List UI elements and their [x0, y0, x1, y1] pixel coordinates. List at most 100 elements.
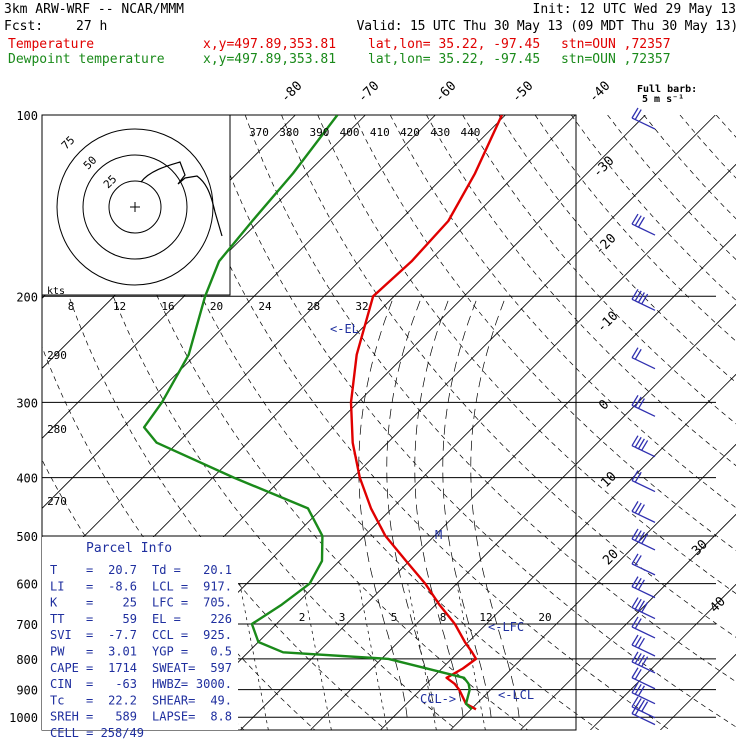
pressure-tick-label: 600 [16, 578, 38, 592]
parcel-key: EL = [152, 612, 181, 626]
parcel-key: LAPSE= [152, 710, 195, 724]
parcel-key: SWEAT= [152, 661, 195, 675]
dry-adiabat [63, 115, 458, 730]
parcel-key: Td = [152, 563, 181, 577]
temperature-tick-label: -70 [355, 79, 382, 106]
wind-barb [631, 682, 656, 705]
theta-label: 430 [430, 126, 450, 139]
wind-barb [631, 528, 656, 551]
mixing-ratio-line [302, 583, 332, 730]
parcel-equals: = [86, 596, 93, 610]
parcel-key: SVI [50, 628, 72, 642]
parcel-value: 3.01 [108, 645, 137, 659]
wind-barb [631, 597, 656, 620]
wind-barb [631, 213, 656, 236]
moist-adiabat [358, 296, 408, 718]
isotherm-line [42, 115, 506, 579]
mixing-ratio-label: 20 [538, 611, 551, 624]
parcel-equals: = [86, 612, 93, 626]
valid-time: Valid: 15 UTC Thu 30 May 13 (09 MDT Thu … [356, 19, 739, 34]
wind-barb [631, 576, 656, 599]
mixing-ratio-line [407, 583, 437, 730]
wind-barb [631, 470, 656, 493]
hodograph-frame [41, 114, 231, 296]
wind-barb [631, 703, 656, 726]
parcel-info-box: Parcel Info T = 20.7 Td = 20.1 LI = -8.6 LCL = 91… [42, 537, 238, 740]
theta-label: 390 [309, 126, 329, 139]
temperature-tick-label: -40 [586, 79, 613, 106]
dewpoint-station: stn=OUN ,72357 [561, 52, 671, 67]
dry-adiabat [607, 115, 736, 260]
parcel-value: 49. [210, 693, 232, 707]
pressure-tick-label: 200 [16, 290, 38, 304]
dry-adiabat [208, 115, 736, 728]
temperature-tick-label: 0 [596, 397, 612, 413]
wind-barb [631, 634, 656, 657]
wind-barb [631, 501, 656, 523]
forecast-hours: 27 h [76, 19, 108, 34]
dry-adiabat [99, 115, 529, 730]
pressure-tick-label: 100 [16, 109, 38, 123]
theta-label: 280 [47, 423, 67, 436]
parcel-value: 705. [203, 596, 232, 610]
hodograph-trace [140, 161, 223, 237]
temperature-tick-label: 40 [707, 594, 729, 616]
dry-adiabat [498, 115, 736, 383]
parcel-key: PW [50, 645, 65, 659]
parcel-value: -8.6 [108, 579, 137, 593]
dry-adiabat [244, 115, 736, 683]
dry-adiabat [136, 115, 600, 730]
speed-tick-label: 28 [307, 300, 320, 313]
level-marker: M [435, 528, 442, 542]
isotherm-line [42, 115, 436, 509]
pressure-tick-label: 300 [16, 396, 38, 410]
parcel-equals: = [86, 645, 93, 659]
parcel-info-title: Parcel Info [86, 541, 172, 556]
forecast-label: Fcst: [4, 19, 44, 34]
dry-adiabat [281, 115, 736, 638]
parcel-key: K [50, 596, 58, 610]
moist-adiabat-lines [358, 296, 520, 718]
dry-adiabat [715, 115, 736, 138]
temperature-tick-label: 30 [689, 537, 711, 559]
mixing-ratio-label: 8 [440, 611, 447, 624]
sounding-series [142, 115, 503, 711]
mixing-ratio-label: 12 [479, 611, 492, 624]
temperature-xy: x,y=497.89,353.81 [203, 37, 337, 52]
isotherm-line [590, 583, 736, 730]
temperature-tick-label: -20 [592, 231, 619, 258]
dry-adiabat [317, 115, 736, 594]
parcel-key: LFC = [152, 596, 188, 610]
isotherm-line [520, 513, 736, 730]
parcel-equals: = [86, 710, 93, 724]
wind-barb [631, 616, 656, 639]
level-marker: <-EL [330, 322, 359, 336]
parcel-key: LI [50, 579, 64, 593]
parcel-value: -7.7 [108, 628, 137, 642]
parcel-key: SREH [50, 710, 79, 724]
speed-unit-label: kts [47, 286, 65, 297]
speed-tick-label: 16 [161, 300, 174, 313]
dry-adiabat [0, 115, 31, 730]
dewpoint-profile [142, 115, 473, 711]
temperature-tick-label: -30 [590, 154, 617, 181]
speed-tick-label: 24 [258, 300, 272, 313]
theta-label: 400 [340, 126, 360, 139]
parcel-key: CCL = [152, 628, 188, 642]
parcel-value: -63 [115, 677, 137, 691]
parcel-value: 597 [210, 661, 232, 675]
parcel-key: Tc [50, 693, 64, 707]
pressure-tick-label: 400 [16, 472, 38, 486]
temperature-profile [349, 115, 503, 711]
pressure-tick-label: 900 [16, 684, 38, 698]
speed-tick-label: 32 [355, 300, 368, 313]
theta-label: 420 [400, 126, 420, 139]
dry-adiabat [679, 115, 736, 179]
theta-label: 290 [47, 349, 67, 362]
temperature-station: stn=OUN ,72357 [561, 37, 671, 52]
parcel-value: 1714 [108, 661, 137, 675]
parcel-value: 22.2 [108, 693, 137, 707]
temperature-legend: Temperature [8, 37, 95, 52]
parcel-value: 226 [210, 612, 232, 626]
